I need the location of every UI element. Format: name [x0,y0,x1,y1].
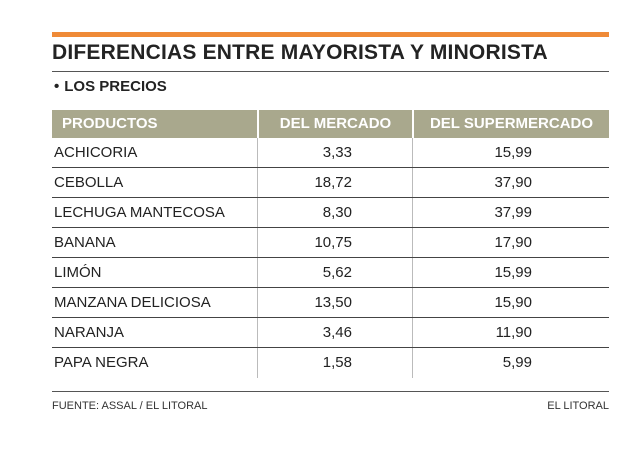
table-row: MANZANA DELICIOSA 13,50 15,90 [52,288,609,318]
table-header: PRODUCTOS DEL MERCADO DEL SUPERMERCADO [52,110,609,138]
market-price: 3,46 [257,318,412,347]
supermarket-price: 11,90 [412,318,609,347]
product-name: PAPA NEGRA [54,354,149,371]
table-row: ACHICORIA 3,33 15,99 [52,138,609,168]
product-name: MANZANA DELICIOSA [54,294,211,311]
table-row: LECHUGA MANTECOSA 8,30 37,99 [52,198,609,228]
market-price: 1,58 [257,348,412,378]
product-name: CEBOLLA [54,174,124,191]
table-row: NARANJA 3,46 11,90 [52,318,609,348]
market-price: 13,50 [257,288,412,317]
product-name: ACHICORIA [54,144,138,161]
market-price: 18,72 [257,168,412,197]
supermarket-price: 5,99 [412,348,609,378]
product-name: LECHUGA MANTECOSA [54,204,225,221]
header-del-supermercado: DEL SUPERMERCADO [412,110,609,138]
supermarket-price: 15,99 [412,138,609,167]
product-name: BANANA [54,234,116,251]
supermarket-price: 37,99 [412,198,609,227]
section-subtitle: • LOS PRECIOS [54,78,167,95]
supermarket-price: 15,99 [412,258,609,287]
bullet-icon: • [54,78,60,95]
infographic: DIFERENCIAS ENTRE MAYORISTA Y MINORISTA … [52,0,609,465]
header-del-mercado: DEL MERCADO [257,110,412,138]
price-table: PRODUCTOS DEL MERCADO DEL SUPERMERCADO A… [52,110,609,378]
market-price: 5,62 [257,258,412,287]
table-row: LIMÓN 5,62 15,99 [52,258,609,288]
supermarket-price: 17,90 [412,228,609,257]
supermarket-price: 15,90 [412,288,609,317]
table-row: PAPA NEGRA 1,58 5,99 [52,348,609,378]
table-row: BANANA 10,75 17,90 [52,228,609,258]
product-name: NARANJA [54,324,125,341]
market-price: 10,75 [257,228,412,257]
footer-divider [52,391,609,392]
market-price: 8,30 [257,198,412,227]
market-price: 3,33 [257,138,412,167]
subtitle-text: LOS PRECIOS [64,78,167,95]
table-row: CEBOLLA 18,72 37,90 [52,168,609,198]
page-title: DIFERENCIAS ENTRE MAYORISTA Y MINORISTA [52,41,548,64]
accent-bar [52,32,609,37]
source-note: FUENTE: ASSAL / EL LITORAL [52,400,208,412]
product-name: LIMÓN [54,264,102,281]
title-divider [52,71,609,72]
header-productos: PRODUCTOS [62,115,158,132]
credit-note: EL LITORAL [547,400,609,412]
supermarket-price: 37,90 [412,168,609,197]
